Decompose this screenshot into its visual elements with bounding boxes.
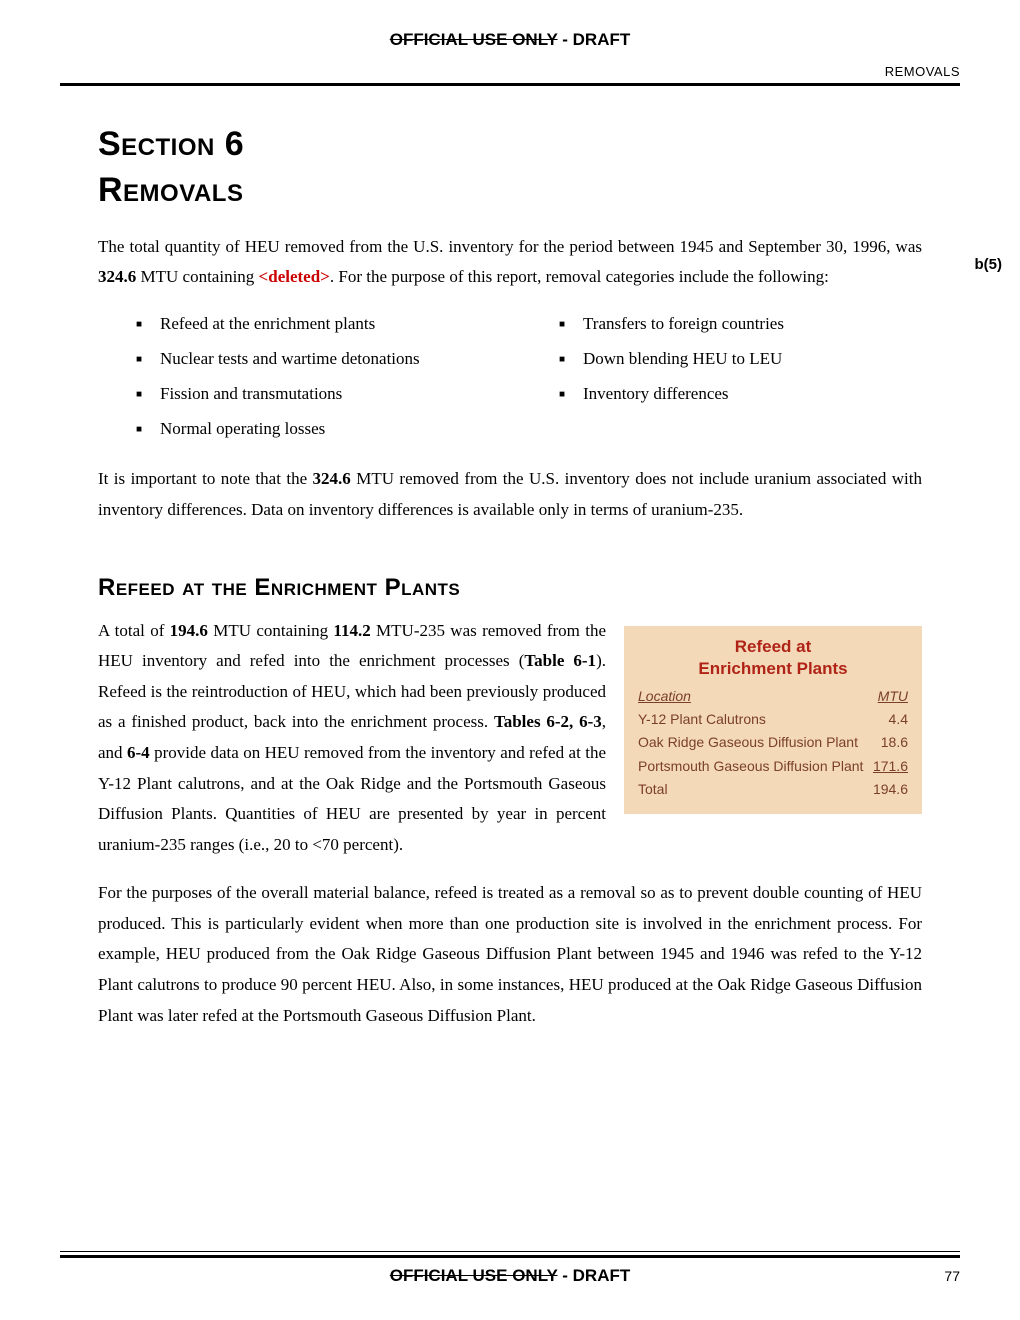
section-label-topright: REMOVALS — [60, 58, 960, 83]
list-item: Fission and transmutations — [136, 377, 499, 412]
refeed-paragraph-2: For the purposes of the overall material… — [98, 878, 922, 1031]
list-item: Down blending HEU to LEU — [559, 342, 922, 377]
footer-rule-thick — [60, 1255, 960, 1258]
refeed-table: Location MTU Y-12 Plant Calutrons 4.4 Oa… — [638, 688, 908, 802]
col-mtu: MTU — [872, 688, 908, 708]
intro-paragraph: The total quantity of HEU removed from t… — [98, 232, 922, 293]
note-paragraph: It is important to note that the 324.6 M… — [98, 464, 922, 525]
title-line1: Section 6 — [98, 125, 244, 163]
col-location: Location — [638, 688, 872, 708]
refeed-summary-box: Refeed at Enrichment Plants Location MTU… — [624, 626, 922, 814]
list-item: Refeed at the enrichment plants — [136, 307, 499, 342]
refeed-subheading: Refeed at the Enrichment Plants — [98, 574, 922, 602]
classification-strike: OFFICIAL USE ONLY — [390, 30, 558, 49]
page-footer: OFFICIAL USE ONLY - DRAFT 77 — [60, 1251, 960, 1286]
table-header-row: Location MTU — [638, 688, 908, 708]
table-row: Y-12 Plant Calutrons 4.4 — [638, 708, 908, 732]
section-title: Section 6 Removals — [98, 122, 922, 214]
classification-suffix: - DRAFT — [558, 30, 631, 49]
page-number: 77 — [944, 1268, 960, 1284]
title-line2: Removals — [98, 171, 243, 209]
list-item: Nuclear tests and wartime detonations — [136, 342, 499, 377]
table-row: Portsmouth Gaseous Diffusion Plant 171.6 — [638, 755, 908, 779]
list-item: Inventory differences — [559, 377, 922, 412]
list-item: Normal operating losses — [136, 412, 499, 447]
removal-categories-list: Refeed at the enrichment plants Nuclear … — [136, 307, 922, 446]
deleted-marker: <deleted> — [259, 267, 330, 286]
page-header: OFFICIAL USE ONLY - DRAFT — [60, 30, 960, 58]
refeed-box-title: Refeed at Enrichment Plants — [638, 636, 908, 680]
list-item: Transfers to foreign countries — [559, 307, 922, 342]
footer-rule-thin — [60, 1251, 960, 1252]
table-row: Oak Ridge Gaseous Diffusion Plant 18.6 — [638, 731, 908, 755]
header-rule — [60, 83, 960, 86]
table-row-total: Total 194.6 — [638, 778, 908, 802]
footer-row: OFFICIAL USE ONLY - DRAFT 77 — [60, 1266, 960, 1286]
margin-note-b5: b(5) — [975, 256, 1003, 273]
content-area: Section 6 Removals The total quantity of… — [60, 122, 960, 1031]
footer-classification: OFFICIAL USE ONLY - DRAFT — [390, 1266, 631, 1286]
refeed-section: Refeed at Enrichment Plants Location MTU… — [98, 616, 922, 1032]
